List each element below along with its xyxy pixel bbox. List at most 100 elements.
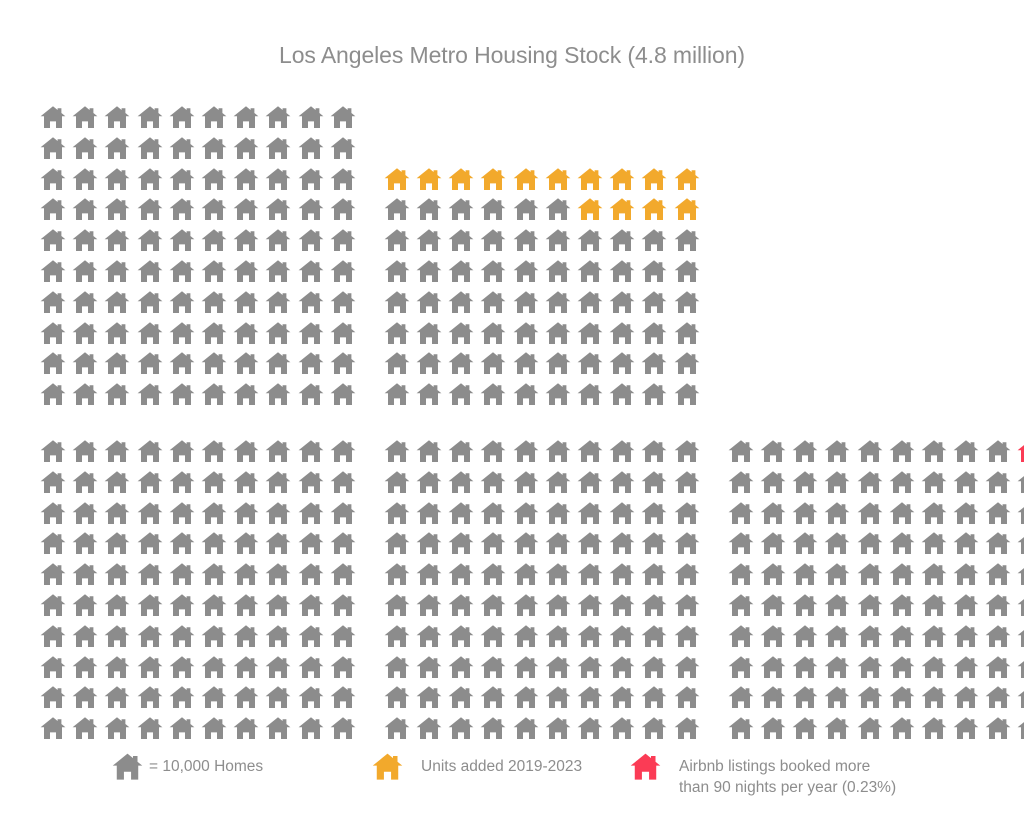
house-icon-grey	[330, 321, 362, 352]
house-icon-grey	[857, 624, 889, 655]
house-icon-grey	[921, 716, 953, 747]
house-icon-grey	[40, 136, 72, 167]
house-icon-grey	[169, 259, 201, 290]
house-icon-grey	[201, 259, 233, 290]
house-icon-grey	[545, 382, 577, 413]
house-icon-placeholder	[792, 290, 824, 321]
house-icon-placeholder	[857, 351, 889, 382]
house-icon-grey	[384, 655, 416, 686]
house-icon-grey	[201, 562, 233, 593]
house-icon-grey	[641, 562, 673, 593]
house-icon-grey	[792, 593, 824, 624]
house-icon-grey	[480, 624, 512, 655]
house-icon-grey	[330, 351, 362, 382]
house-icon-grey	[674, 321, 706, 352]
house-icon-grey	[674, 716, 706, 747]
house-icon-grey	[40, 685, 72, 716]
house-icon-placeholder	[985, 105, 1017, 136]
legend-label-unit: = 10,000 Homes	[149, 758, 264, 775]
house-icon-placeholder	[889, 382, 921, 413]
house-icon-grey	[265, 685, 297, 716]
house-icon-grey	[137, 470, 169, 501]
house-icon-grey	[201, 321, 233, 352]
house-icon-grey	[857, 501, 889, 532]
house-icon-grey	[760, 501, 792, 532]
house-icon-grey	[448, 439, 480, 470]
pictogram-block-top-left	[40, 105, 362, 413]
house-icon-placeholder	[674, 136, 706, 167]
house-icon-grey	[577, 290, 609, 321]
house-icon-placeholder	[728, 290, 760, 321]
house-icon-grey	[985, 685, 1017, 716]
house-icon-grey	[298, 655, 330, 686]
house-icon-grey	[674, 228, 706, 259]
house-icon-placeholder	[760, 167, 792, 198]
house-icon-red	[1017, 439, 1024, 470]
house-icon-grey	[416, 501, 448, 532]
house-icon-grey	[298, 259, 330, 290]
house-icon-grey	[104, 624, 136, 655]
house-icon-grey	[40, 439, 72, 470]
house-icon-grey	[985, 531, 1017, 562]
house-icon-placeholder	[953, 351, 985, 382]
house-icon-placeholder	[384, 105, 416, 136]
house-icon-grey	[921, 439, 953, 470]
house-icon-grey	[889, 593, 921, 624]
house-icon-grey	[416, 531, 448, 562]
house-icon-placeholder	[1017, 197, 1024, 228]
house-icon-grey	[674, 531, 706, 562]
house-icon-grey	[330, 167, 362, 198]
house-icon-grey	[953, 439, 985, 470]
house-icon-yellow	[480, 167, 512, 198]
house-icon-grey	[233, 624, 265, 655]
house-icon-grey	[674, 624, 706, 655]
house-icon-placeholder	[985, 228, 1017, 259]
house-icon-grey	[577, 593, 609, 624]
house-icon-placeholder	[889, 259, 921, 290]
house-icon-grey	[104, 501, 136, 532]
house-icon-placeholder	[985, 167, 1017, 198]
house-icon-grey	[674, 290, 706, 321]
house-icon-grey	[480, 197, 512, 228]
house-icon-placeholder	[953, 105, 985, 136]
house-icon-grey	[921, 685, 953, 716]
house-icon-grey	[889, 685, 921, 716]
house-icon-grey	[416, 716, 448, 747]
house-icon-placeholder	[824, 290, 856, 321]
house-icon-grey	[233, 655, 265, 686]
house-icon-placeholder	[921, 321, 953, 352]
house-icon-grey	[1017, 593, 1024, 624]
house-icon-grey	[480, 470, 512, 501]
house-icon-grey	[265, 655, 297, 686]
house-icon-grey	[169, 685, 201, 716]
house-icon-grey	[416, 562, 448, 593]
house-icon-grey	[416, 685, 448, 716]
house-icon-placeholder	[953, 228, 985, 259]
house-icon-grey	[641, 716, 673, 747]
house-icon-placeholder	[760, 290, 792, 321]
house-icon-grey	[137, 655, 169, 686]
house-icon-grey	[577, 531, 609, 562]
house-icon-grey	[169, 531, 201, 562]
house-icon-grey	[674, 439, 706, 470]
pictogram-block-top-middle	[384, 105, 706, 413]
house-icon-grey	[169, 655, 201, 686]
house-icon-grey	[824, 624, 856, 655]
house-icon-placeholder	[416, 136, 448, 167]
house-icon-grey	[169, 593, 201, 624]
house-icon-grey	[889, 531, 921, 562]
house-icon-grey	[792, 439, 824, 470]
house-icon-grey	[330, 197, 362, 228]
house-icon-placeholder	[921, 228, 953, 259]
house-icon-grey	[545, 685, 577, 716]
house-icon-grey	[728, 655, 760, 686]
house-icon-grey	[233, 228, 265, 259]
house-icon-grey	[384, 228, 416, 259]
house-icon-placeholder	[857, 290, 889, 321]
house-icon-grey	[577, 439, 609, 470]
house-icon-grey	[545, 655, 577, 686]
house-icon-placeholder	[416, 105, 448, 136]
house-icon-grey	[921, 624, 953, 655]
house-icon-placeholder	[985, 259, 1017, 290]
house-icon-grey	[480, 382, 512, 413]
